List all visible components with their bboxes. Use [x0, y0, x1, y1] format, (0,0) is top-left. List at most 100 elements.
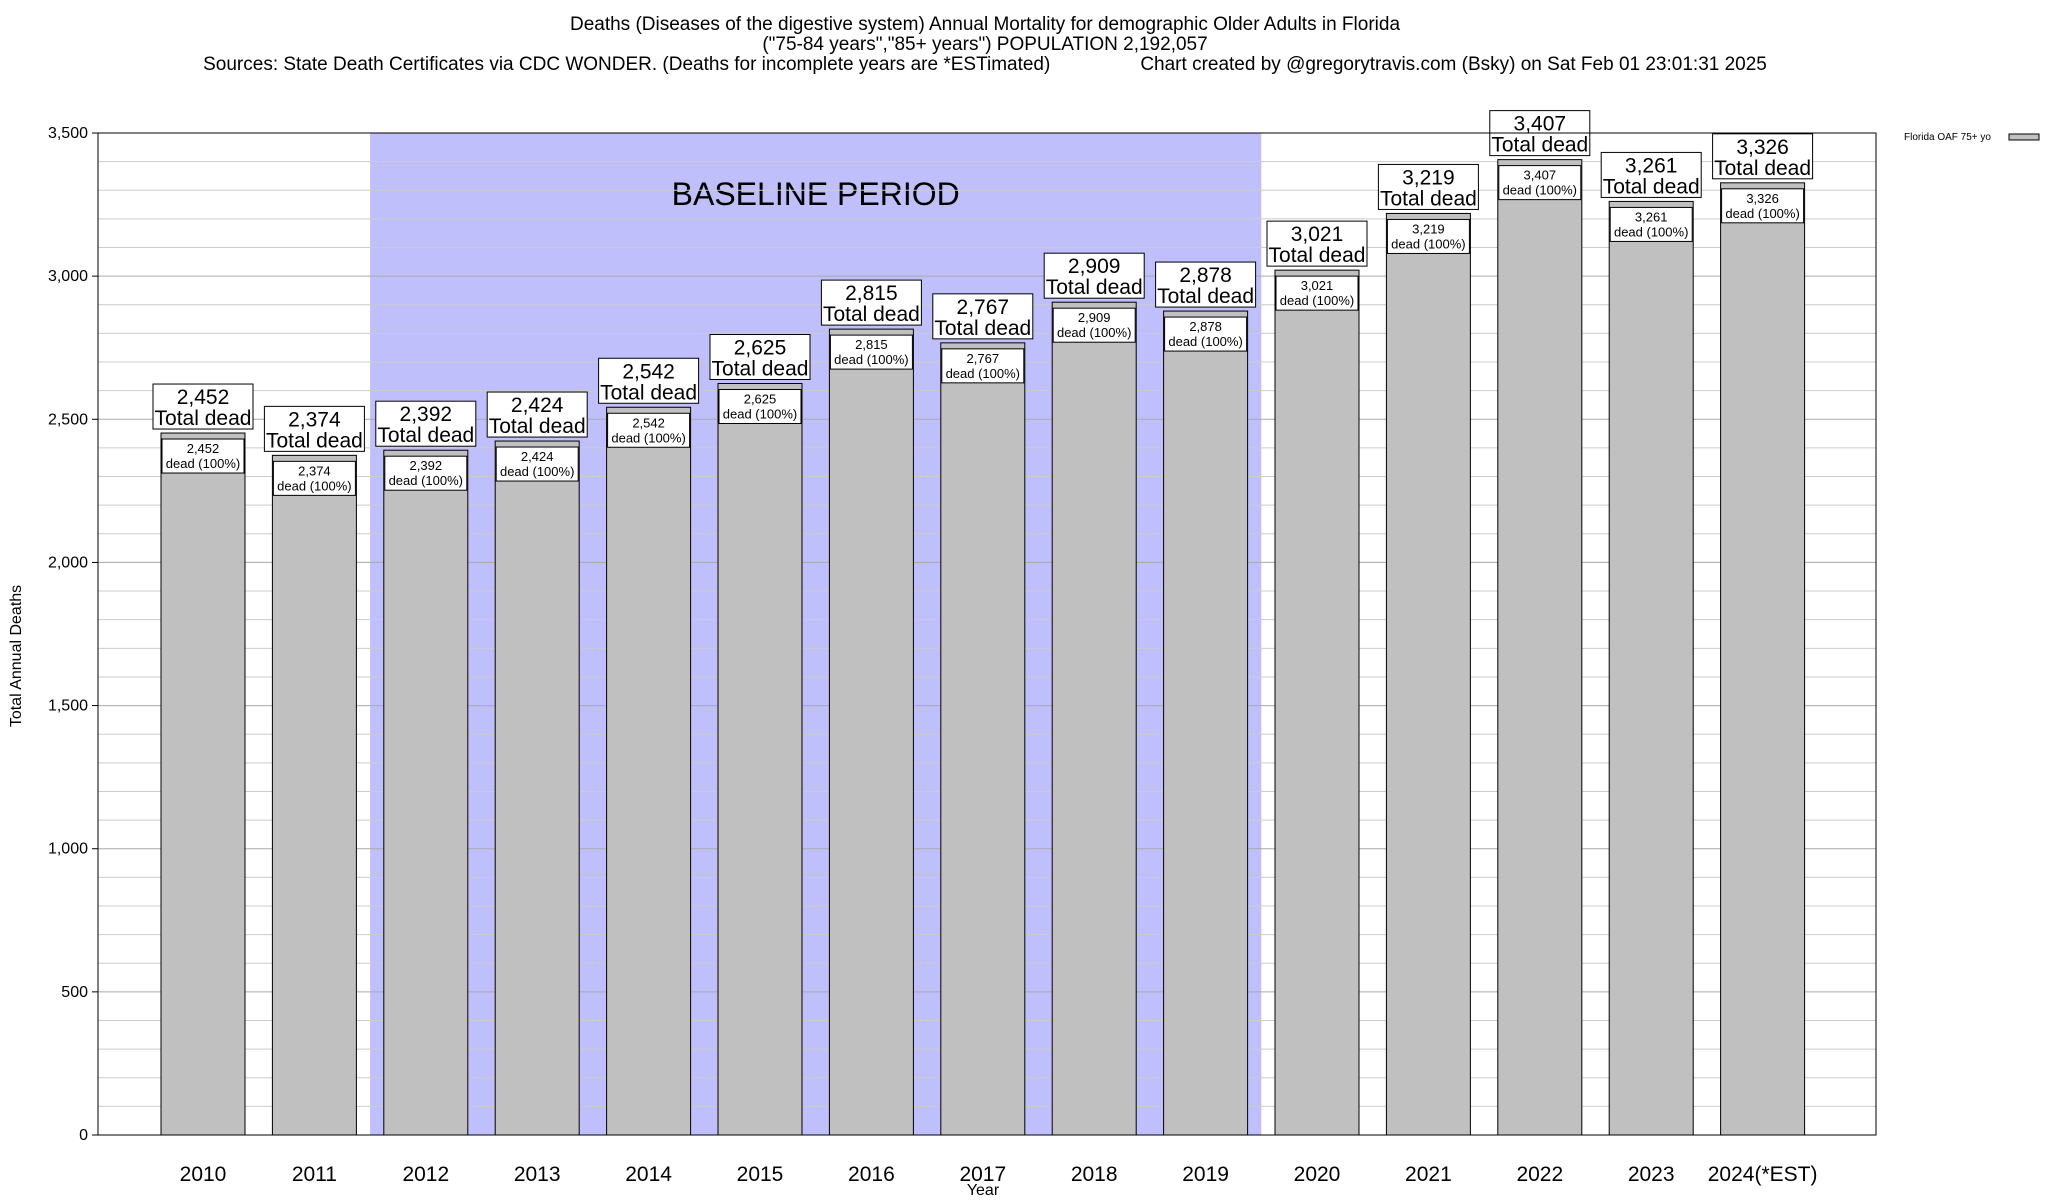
outer-total-dead-label: Total dead: [600, 381, 697, 404]
inner-dead-label: dead (100%): [277, 478, 351, 493]
inner-dead-label: dead (100%): [834, 352, 908, 367]
inner-value-label: 2,424: [521, 449, 554, 464]
y-axis-label: Total Annual Deaths: [8, 585, 25, 727]
outer-label-box: [1377, 163, 1479, 210]
x-tick-label: 2020: [1294, 1163, 1341, 1186]
outer-label-box: [932, 293, 1034, 340]
inner-value-label: 2,625: [744, 392, 777, 407]
outer-value-label: 2,909: [1068, 255, 1121, 278]
y-tick-label: 0: [79, 1127, 88, 1144]
outer-total-dead-label: Total dead: [823, 303, 920, 326]
y-tick-label: 1,500: [48, 698, 88, 715]
bar: [1163, 310, 1249, 1136]
x-tick-label: 2016: [848, 1163, 895, 1186]
inner-value-label: 2,542: [632, 415, 665, 430]
outer-label-box: [1600, 151, 1702, 198]
outer-value-label: 2,452: [177, 386, 230, 409]
chart-sources-line: Sources: State Death Certificates via CD…: [0, 54, 1970, 76]
x-tick-label: 2013: [514, 1163, 561, 1186]
inner-label-box: [718, 389, 802, 424]
x-tick-label: 2024(*EST): [1708, 1163, 1818, 1186]
x-tick-label: 2014: [625, 1163, 672, 1186]
outer-value-label: 2,878: [1179, 264, 1232, 287]
outer-label-box: [598, 357, 700, 404]
outer-label-box: [820, 279, 922, 326]
inner-dead-label: dead (100%): [389, 473, 463, 488]
outer-label-box: [152, 383, 254, 430]
inner-label-box: [1052, 307, 1136, 343]
outer-value-label: 2,625: [734, 337, 787, 360]
y-tick-label: 500: [61, 984, 88, 1001]
outer-value-label: 2,815: [845, 282, 898, 305]
inner-dead-label: dead (100%): [723, 407, 797, 422]
outer-total-dead-label: Total dead: [1380, 187, 1477, 210]
inner-label-box: [1498, 165, 1582, 201]
inner-value-label: 3,407: [1524, 168, 1557, 183]
bar: [1274, 269, 1360, 1136]
x-tick-label: 2018: [1071, 1163, 1118, 1186]
bar: [1385, 212, 1471, 1136]
bar: [1497, 159, 1583, 1136]
outer-total-dead-label: Total dead: [934, 317, 1031, 340]
inner-value-label: 2,878: [1189, 319, 1222, 334]
inner-dead-label: dead (100%): [1614, 224, 1688, 239]
outer-value-label: 2,424: [511, 394, 564, 417]
inner-value-label: 2,452: [187, 441, 220, 456]
inner-dead-label: dead (100%): [1503, 183, 1577, 198]
bar: [717, 383, 803, 1136]
outer-value-label: 2,542: [622, 360, 675, 383]
inner-label-box: [1275, 275, 1359, 311]
inner-dead-label: dead (100%): [1168, 334, 1242, 349]
outer-label-box: [1155, 261, 1257, 308]
inner-value-label: 2,374: [298, 463, 331, 478]
x-tick-label: 2010: [180, 1163, 227, 1186]
bar: [160, 432, 246, 1136]
y-tick-label: 3,500: [48, 125, 88, 142]
x-tick-label: 2012: [402, 1163, 449, 1186]
inner-value-label: 2,909: [1078, 310, 1111, 325]
bar: [828, 328, 914, 1136]
legend-label: Florida OAF 75+ yo: [1904, 132, 1991, 143]
outer-value-label: 3,261: [1625, 154, 1678, 177]
chart-title: Deaths (Diseases of the digestive system…: [569, 14, 1401, 35]
outer-total-dead-label: Total dead: [1157, 285, 1254, 308]
chart-sources: Sources: State Death Certificates via CD…: [203, 54, 1051, 75]
inner-label-box: [1609, 206, 1693, 242]
outer-value-label: 3,407: [1514, 113, 1567, 136]
axes: 0 500 1,000 1,500 2,000 2,500 3,000 3,500 2010 20…: [48, 125, 1877, 1186]
inner-label-box: [829, 334, 913, 370]
inner-label-box: [941, 348, 1025, 384]
inner-dead-label: dead (100%): [166, 456, 240, 471]
inner-label-box: [607, 412, 691, 448]
bar: [271, 454, 357, 1136]
outer-total-dead-label: Total dead: [1491, 134, 1588, 157]
chart-credit: Chart created by @gregorytravis.com (Bsk…: [1140, 54, 1767, 75]
x-tick-label: 2022: [1516, 1163, 1563, 1186]
x-tick-label: 2019: [1182, 1163, 1229, 1186]
inner-label-box: [384, 455, 468, 491]
outer-total-dead-label: Total dead: [489, 415, 586, 438]
outer-value-label: 3,219: [1402, 166, 1455, 189]
outer-label-box: [1043, 252, 1145, 299]
outer-label-box: [709, 334, 811, 380]
outer-total-dead-label: Total dead: [1603, 175, 1700, 198]
bar: [494, 440, 580, 1136]
outer-value-label: 3,021: [1291, 223, 1344, 246]
inner-value-label: 2,392: [410, 458, 443, 473]
outer-total-dead-label: Total dead: [266, 429, 363, 452]
bar: [1720, 182, 1806, 1136]
inner-dead-label: dead (100%): [1057, 325, 1131, 340]
bars: [160, 159, 1806, 1136]
outer-value-label: 2,767: [957, 296, 1010, 319]
y-tick-label: 3,000: [48, 268, 88, 285]
bar: [383, 449, 469, 1136]
inner-value-label: 3,219: [1412, 221, 1445, 236]
outer-value-label: 2,392: [400, 403, 453, 426]
bar: [1051, 301, 1137, 1136]
x-tick-label: 2023: [1628, 1163, 1675, 1186]
bar: [1608, 200, 1694, 1136]
inner-dead-label: dead (100%): [611, 430, 685, 445]
x-tick-label: 2015: [737, 1163, 784, 1186]
outer-total-dead-label: Total dead: [712, 358, 809, 381]
